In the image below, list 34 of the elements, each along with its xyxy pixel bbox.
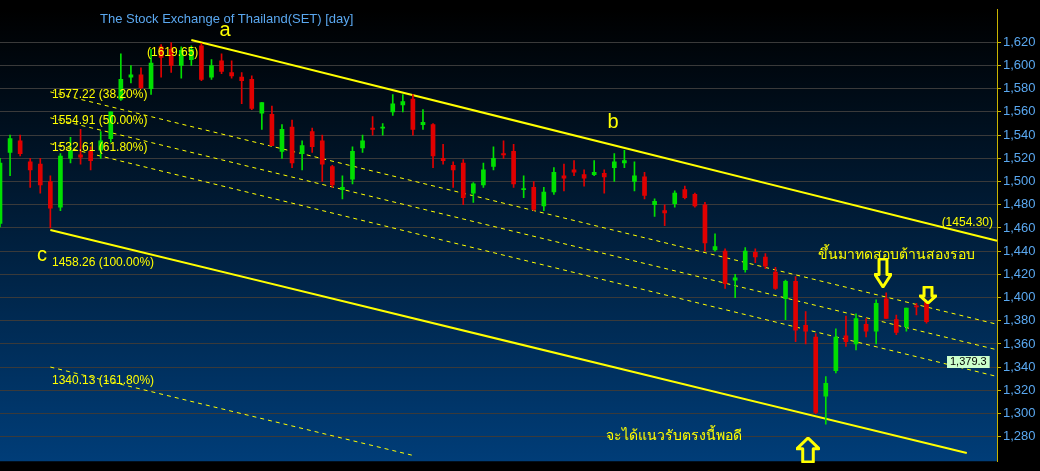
y-tick-label: 1,540 xyxy=(1003,126,1036,142)
annotation: 1340.13 (161.80%) xyxy=(52,373,155,388)
candlestick xyxy=(591,160,597,177)
y-tick-label: 1,340 xyxy=(1003,358,1036,374)
annotation: 1,379.3 xyxy=(950,355,987,368)
y-tick-label: 1,400 xyxy=(1003,289,1036,305)
candlestick xyxy=(400,94,406,113)
y-tick-label: 1,300 xyxy=(1003,405,1036,421)
candlestick xyxy=(521,175,527,199)
annotation: b xyxy=(607,109,619,132)
y-tick-label: 1,280 xyxy=(1003,428,1036,444)
y-tick-label: 1,440 xyxy=(1003,242,1036,258)
chart-title: The Stock Exchange of Thailand(SET) [day] xyxy=(100,10,354,26)
candlestick xyxy=(601,169,607,194)
candlestick xyxy=(611,153,617,182)
annotation: 1458.26 (100.00%) xyxy=(52,255,155,270)
y-tick-label: 1,560 xyxy=(1003,103,1036,119)
y-tick-label: 1,620 xyxy=(1003,33,1036,49)
candlestick xyxy=(450,161,456,188)
y-tick-label: 1,580 xyxy=(1003,80,1036,96)
candlestick xyxy=(239,72,245,105)
annotation: (1454.30) xyxy=(941,215,993,230)
y-tick-label: 1,600 xyxy=(1003,57,1036,73)
y-tick-label: 1,360 xyxy=(1003,335,1036,351)
y-tick-label: 1,480 xyxy=(1003,196,1036,212)
y-tick-label: 1,500 xyxy=(1003,173,1036,189)
y-tick-label: 1,520 xyxy=(1003,149,1036,165)
annotation: ขึ้นมาทดสอบต้านสองรอบ xyxy=(818,243,975,262)
annotation: จะได้แนวรับตรงนี้พอดี xyxy=(606,424,742,443)
y-tick-label: 1,460 xyxy=(1003,219,1036,235)
y-tick-label: 1,380 xyxy=(1003,312,1036,328)
y-tick-label: 1,320 xyxy=(1003,381,1036,397)
annotation: c xyxy=(37,242,47,265)
y-tick-label: 1,420 xyxy=(1003,265,1036,281)
